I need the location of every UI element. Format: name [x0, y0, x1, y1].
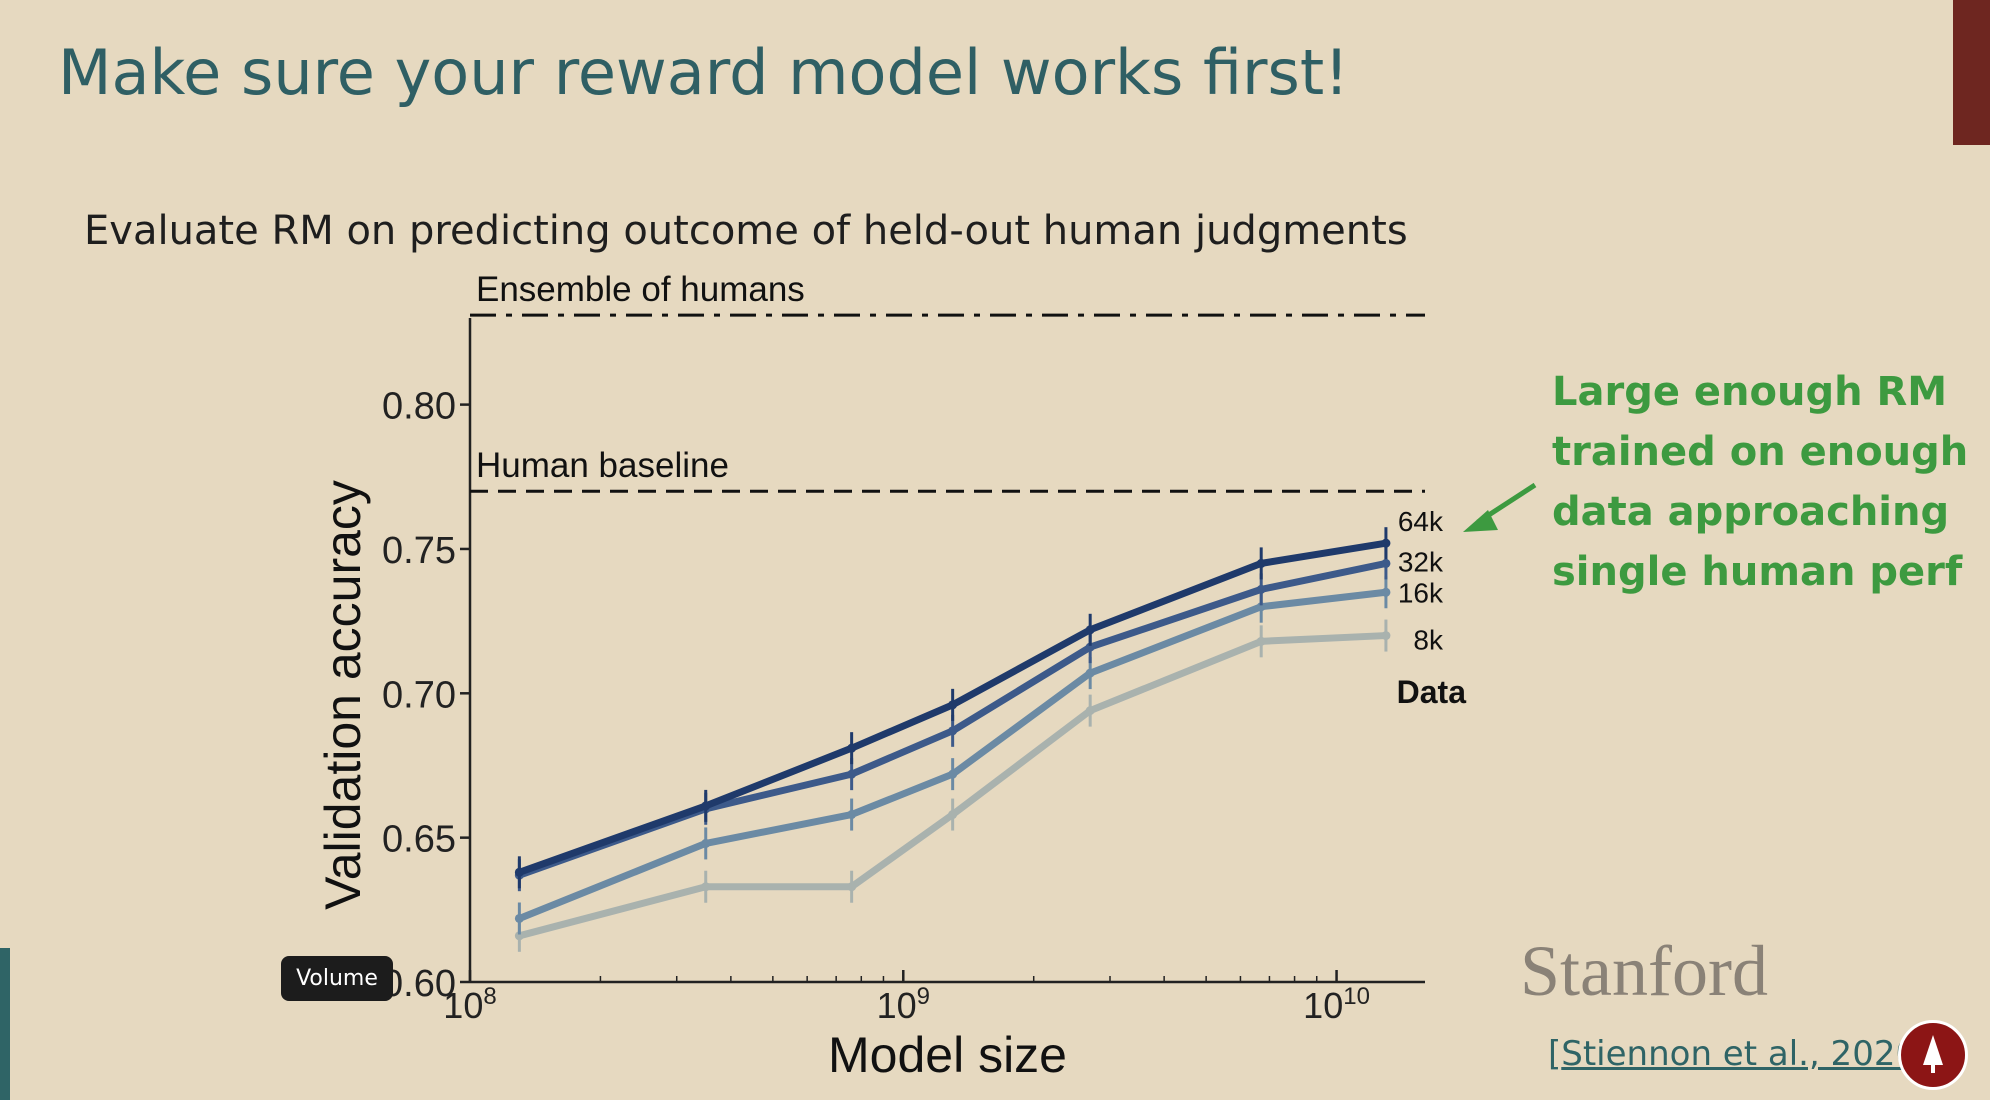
callout-line-3: data approaching	[1552, 489, 1950, 535]
data-point	[514, 913, 524, 923]
y-tick-label: 0.75	[382, 530, 456, 572]
data-point	[701, 801, 711, 811]
slide-subtitle: Evaluate RM on predicting outcome of hel…	[84, 208, 1408, 254]
callout-arrow-head	[1463, 510, 1498, 532]
y-axis-title: Validation accuracy	[315, 480, 371, 910]
data-point	[847, 743, 857, 753]
citation-link[interactable]: [Stiennon et al., 2020]	[1548, 1034, 1930, 1074]
data-point	[948, 769, 958, 779]
series-label-64k: 64k	[1398, 506, 1444, 537]
data-point	[1381, 558, 1391, 568]
callout-line-2: trained on enough	[1552, 429, 1969, 475]
citation-bracket: [	[1548, 1034, 1562, 1074]
y-tick-label: 0.70	[382, 674, 456, 716]
stanford-seal-icon[interactable]	[1898, 1020, 1968, 1090]
series-label-8k: 8k	[1413, 625, 1444, 656]
data-point	[1256, 602, 1266, 612]
x-tick-label: 1010	[1303, 983, 1370, 1026]
series-label-32k: 32k	[1398, 546, 1444, 577]
x-axis-title: Model size	[828, 1027, 1067, 1083]
data-point	[948, 700, 958, 710]
callout-note: Large enough RM trained on enough data a…	[1552, 362, 1968, 602]
citation-text[interactable]: Stiennon et al., 2020]	[1561, 1034, 1931, 1074]
data-point	[948, 810, 958, 820]
data-point	[1381, 587, 1391, 597]
callout-line-4: single human perf	[1552, 549, 1963, 595]
data-point	[1256, 636, 1266, 646]
data-point	[1085, 642, 1095, 652]
tree-trunk	[1931, 1063, 1935, 1073]
y-tick-label: 0.80	[382, 386, 456, 428]
left-edge-strip	[0, 948, 10, 1100]
human-baseline-label: Human baseline	[476, 446, 729, 485]
data-point	[514, 931, 524, 941]
top-right-accent-bar	[1953, 0, 1990, 145]
data-point	[1085, 706, 1095, 716]
data-point	[514, 867, 524, 877]
y-tick-label: 0.60	[382, 963, 456, 1005]
data-point	[847, 882, 857, 892]
data-point	[1085, 668, 1095, 678]
data-point	[1256, 584, 1266, 594]
series-label-16k: 16k	[1398, 577, 1444, 608]
data-point	[847, 810, 857, 820]
y-tick-label: 0.65	[382, 819, 456, 861]
data-point	[1085, 625, 1095, 635]
x-tick-label: 109	[877, 983, 930, 1026]
data-point	[701, 838, 711, 848]
callout-line-1: Large enough RM	[1552, 369, 1948, 415]
data-point	[1256, 558, 1266, 568]
callout-arrow-icon	[1463, 482, 1537, 532]
data-point	[1381, 538, 1391, 548]
data-point	[948, 726, 958, 736]
tree-icon	[1923, 1035, 1943, 1065]
volume-tooltip: Volume	[281, 956, 393, 1001]
ensemble-reference-label: Ensemble of humans	[476, 270, 805, 309]
legend-title: Data	[1397, 674, 1467, 710]
data-point	[701, 882, 711, 892]
slide-title: Make sure your reward model works first!	[58, 36, 1349, 109]
x-tick-label: 108	[443, 983, 496, 1026]
data-point	[847, 769, 857, 779]
data-point	[1381, 631, 1391, 641]
stanford-wordmark: Stanford	[1520, 931, 1768, 1011]
